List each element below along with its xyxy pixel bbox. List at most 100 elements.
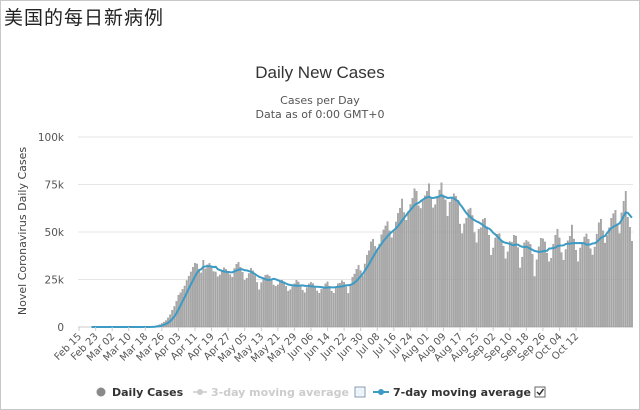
daily-cases-bar bbox=[552, 244, 555, 328]
daily-cases-bar bbox=[560, 252, 563, 328]
daily-cases-bar bbox=[631, 240, 633, 328]
daily-cases-bar bbox=[521, 256, 524, 328]
y-tick-label: 50k bbox=[45, 227, 65, 239]
daily-cases-bar bbox=[351, 277, 354, 328]
daily-cases-bar bbox=[308, 283, 310, 328]
daily-cases-bar bbox=[204, 268, 207, 328]
chart-legend: Daily Cases 3-day moving average 7-day m… bbox=[96, 386, 546, 399]
daily-cases-bar bbox=[519, 267, 522, 328]
daily-cases-bar bbox=[326, 281, 329, 328]
daily-cases-bar bbox=[426, 191, 428, 328]
daily-cases-bar bbox=[237, 262, 240, 328]
7-day-toggle-checkbox[interactable] bbox=[534, 386, 546, 398]
daily-cases-bar bbox=[581, 242, 584, 328]
3-day-toggle-checkbox[interactable] bbox=[354, 386, 366, 398]
legend-label-3-day-average: 3-day moving average bbox=[211, 386, 349, 399]
daily-cases-bar bbox=[527, 241, 530, 328]
legend-item-daily-cases[interactable]: Daily Cases bbox=[96, 386, 184, 399]
daily-cases-bar bbox=[492, 247, 495, 328]
chart-subtitle-line-2: Data as of 0:00 GMT+0 bbox=[256, 108, 385, 121]
daily-cases-bar bbox=[525, 240, 528, 328]
daily-cases-bar bbox=[455, 196, 457, 328]
daily-cases-bar bbox=[457, 201, 459, 328]
daily-cases-bar bbox=[283, 281, 285, 328]
daily-cases-bar bbox=[421, 200, 424, 328]
daily-cases-bar bbox=[287, 290, 290, 328]
bar-series bbox=[148, 182, 633, 328]
daily-cases-bar bbox=[332, 293, 335, 328]
daily-cases-bar bbox=[254, 275, 256, 328]
daily-cases-bar bbox=[438, 189, 441, 328]
daily-cases-bar bbox=[573, 238, 575, 328]
daily-cases-bar bbox=[183, 285, 186, 328]
daily-cases-bar bbox=[500, 240, 503, 328]
daily-cases-bar bbox=[322, 286, 325, 328]
daily-cases-bar bbox=[428, 183, 430, 328]
daily-cases-bar bbox=[562, 259, 565, 328]
daily-cases-bar bbox=[618, 233, 621, 328]
daily-cases-bar bbox=[515, 235, 517, 328]
daily-cases-bar bbox=[245, 278, 248, 328]
daily-cases-bar bbox=[504, 258, 507, 328]
legend-item-7-day-average[interactable]: 7-day moving average bbox=[373, 386, 531, 399]
daily-cases-bar bbox=[397, 213, 399, 328]
daily-cases-bar bbox=[337, 283, 339, 328]
daily-cases-bar bbox=[595, 233, 598, 328]
daily-cases-bar bbox=[452, 193, 455, 328]
daily-cases-bar bbox=[510, 242, 513, 328]
daily-cases-bar bbox=[334, 287, 337, 328]
y-tick-label: 100k bbox=[38, 132, 65, 144]
daily-cases-bar bbox=[314, 286, 317, 328]
daily-cases-bar bbox=[399, 208, 401, 328]
daily-cases-bar bbox=[486, 226, 488, 328]
daily-cases-bar bbox=[606, 235, 609, 328]
daily-cases-bar bbox=[216, 276, 219, 328]
daily-cases-bar bbox=[473, 232, 476, 328]
daily-cases-bar bbox=[225, 269, 227, 328]
daily-cases-bar bbox=[388, 230, 391, 328]
daily-cases-bar bbox=[564, 249, 567, 328]
daily-cases-bar bbox=[194, 263, 196, 328]
legend-label-7-day-average: 7-day moving average bbox=[393, 386, 531, 399]
daily-cases-bar bbox=[361, 275, 364, 328]
daily-cases-bar bbox=[440, 182, 443, 328]
daily-cases-bar bbox=[591, 254, 594, 328]
daily-cases-bar bbox=[301, 289, 304, 328]
daily-cases-bar bbox=[602, 230, 604, 328]
daily-cases-bar bbox=[318, 293, 321, 328]
daily-cases-bar bbox=[571, 224, 573, 328]
daily-cases-bar bbox=[363, 263, 366, 328]
daily-cases-bar bbox=[272, 284, 275, 328]
daily-cases-bar bbox=[229, 274, 232, 328]
daily-cases-bar bbox=[539, 238, 542, 328]
daily-cases-bar bbox=[568, 236, 571, 328]
daily-cases-bar bbox=[339, 282, 341, 328]
daily-cases-bar bbox=[285, 286, 288, 328]
daily-cases-bar bbox=[274, 286, 277, 328]
daily-cases-bar bbox=[268, 275, 271, 328]
daily-cases-bar bbox=[475, 242, 478, 328]
daily-cases-bar bbox=[368, 250, 370, 328]
daily-cases-bar bbox=[513, 235, 515, 328]
daily-cases-bar bbox=[384, 225, 387, 328]
daily-cases-bar bbox=[506, 251, 509, 328]
daily-cases-bar bbox=[465, 217, 468, 328]
daily-cases-bar bbox=[459, 223, 461, 328]
daily-cases-bar bbox=[324, 283, 327, 328]
daily-cases-bar bbox=[192, 266, 194, 328]
chart-title: Daily New Cases bbox=[255, 63, 384, 82]
daily-cases-bar bbox=[295, 280, 298, 328]
daily-cases-bar bbox=[320, 289, 323, 328]
daily-cases-bar bbox=[589, 248, 592, 328]
daily-cases-bar bbox=[616, 223, 619, 328]
daily-cases-bar bbox=[417, 205, 420, 328]
daily-cases-bar bbox=[494, 237, 497, 328]
daily-cases-bar bbox=[529, 244, 532, 328]
daily-cases-bar bbox=[469, 207, 472, 328]
daily-cases-bar bbox=[471, 215, 474, 328]
daily-cases-bar bbox=[612, 213, 615, 328]
daily-cases-bar bbox=[488, 235, 490, 328]
daily-cases-bar bbox=[585, 233, 588, 328]
legend-item-3-day-average[interactable]: 3-day moving average bbox=[193, 386, 349, 399]
